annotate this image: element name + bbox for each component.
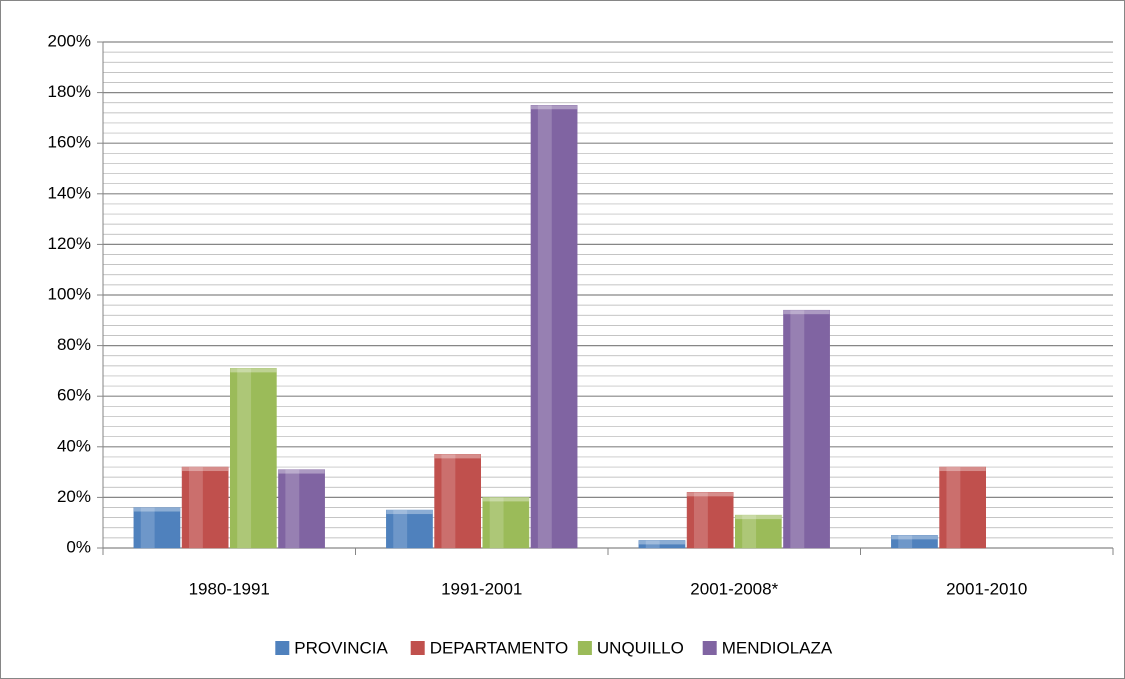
legend-swatch: [577, 641, 592, 655]
y-tick-label: 100%: [48, 284, 91, 303]
bar: [783, 309, 830, 549]
bar-top: [735, 515, 782, 520]
bar-shine: [188, 467, 203, 548]
bar: [686, 492, 734, 549]
bar: [230, 368, 277, 549]
bar-shine: [285, 469, 300, 548]
y-tick-label: 80%: [57, 335, 91, 354]
bar-top: [530, 105, 578, 110]
legend-label: PROVINCIA: [294, 638, 388, 657]
bar-shine: [237, 368, 252, 548]
y-tick-label: 180%: [48, 82, 91, 101]
legend-label: MENDIOLAZA: [722, 638, 833, 657]
bar: [638, 540, 686, 549]
bar-top: [278, 469, 325, 474]
y-tick-label: 120%: [48, 234, 91, 253]
bar: [278, 469, 325, 549]
bar-shine: [489, 497, 504, 548]
x-tick-label: 1991-2001: [441, 579, 522, 598]
bar: [939, 466, 986, 549]
legend-label: UNQUILLO: [597, 638, 684, 657]
y-tick-label: 60%: [57, 386, 91, 405]
bar: [735, 514, 782, 549]
bar-shine: [393, 510, 408, 548]
bar-top: [687, 492, 734, 497]
legend-swatch: [275, 641, 290, 655]
bar-top: [783, 310, 830, 315]
legend-swatch: [410, 641, 425, 655]
bar-shine: [790, 310, 805, 548]
bar: [530, 105, 578, 549]
bar-top: [182, 467, 229, 472]
bar-shine: [441, 454, 456, 548]
bar-shine: [537, 105, 552, 548]
bar-top: [482, 497, 529, 502]
bar: [434, 454, 482, 549]
bar-shine: [946, 467, 961, 548]
bar-shine: [140, 507, 155, 548]
y-tick-label: 20%: [57, 487, 91, 506]
bar-shine: [898, 535, 913, 548]
bar: [386, 509, 433, 549]
y-tick-label: 140%: [48, 183, 91, 202]
bar: [133, 507, 181, 549]
legend-swatch: [702, 641, 717, 655]
legend-label: DEPARTAMENTO: [430, 638, 569, 657]
x-tick-label: 2001-2010: [946, 579, 1027, 598]
y-tick-label: 0%: [66, 537, 91, 556]
bar-top: [939, 467, 986, 472]
bar-top: [386, 510, 433, 515]
bar: [482, 497, 530, 549]
bar-top: [891, 535, 938, 540]
bar-top: [230, 368, 277, 373]
x-tick-label: 2001-2008*: [690, 579, 778, 598]
bar-top: [638, 540, 686, 545]
x-tick-label: 1980-1991: [189, 579, 270, 598]
y-tick-label: 200%: [48, 31, 91, 50]
bar-top: [133, 507, 181, 512]
bar-shine: [693, 492, 708, 548]
bar-top: [434, 454, 481, 459]
y-tick-label: 160%: [48, 133, 91, 152]
bar-shine: [645, 540, 660, 548]
bar: [181, 466, 229, 549]
y-tick-label: 40%: [57, 436, 91, 455]
bar: [891, 535, 938, 549]
bar-shine: [742, 515, 757, 548]
